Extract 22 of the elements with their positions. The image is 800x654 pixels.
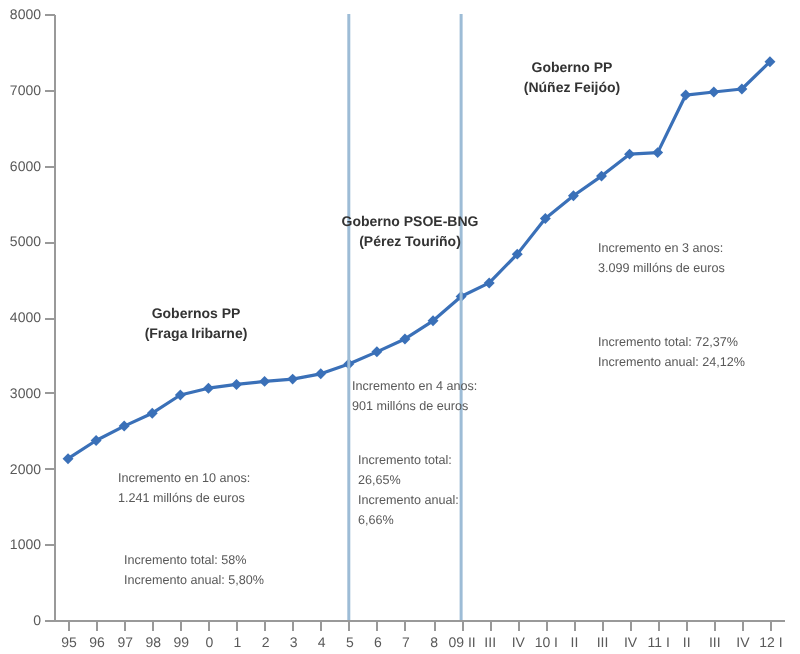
point xyxy=(567,190,579,202)
point xyxy=(596,170,607,182)
point xyxy=(399,333,411,345)
point xyxy=(539,213,551,224)
point xyxy=(90,434,102,446)
point xyxy=(427,315,439,327)
point xyxy=(708,86,720,98)
point xyxy=(287,373,299,385)
point xyxy=(62,453,74,465)
point xyxy=(174,389,186,401)
point xyxy=(764,56,776,68)
point xyxy=(511,248,523,260)
point xyxy=(118,420,130,432)
point xyxy=(231,378,242,390)
point xyxy=(736,83,748,95)
point xyxy=(202,382,214,394)
point xyxy=(652,147,664,159)
point xyxy=(315,368,327,380)
point xyxy=(371,346,383,358)
point xyxy=(146,407,158,419)
point xyxy=(259,375,271,387)
point xyxy=(483,277,495,289)
